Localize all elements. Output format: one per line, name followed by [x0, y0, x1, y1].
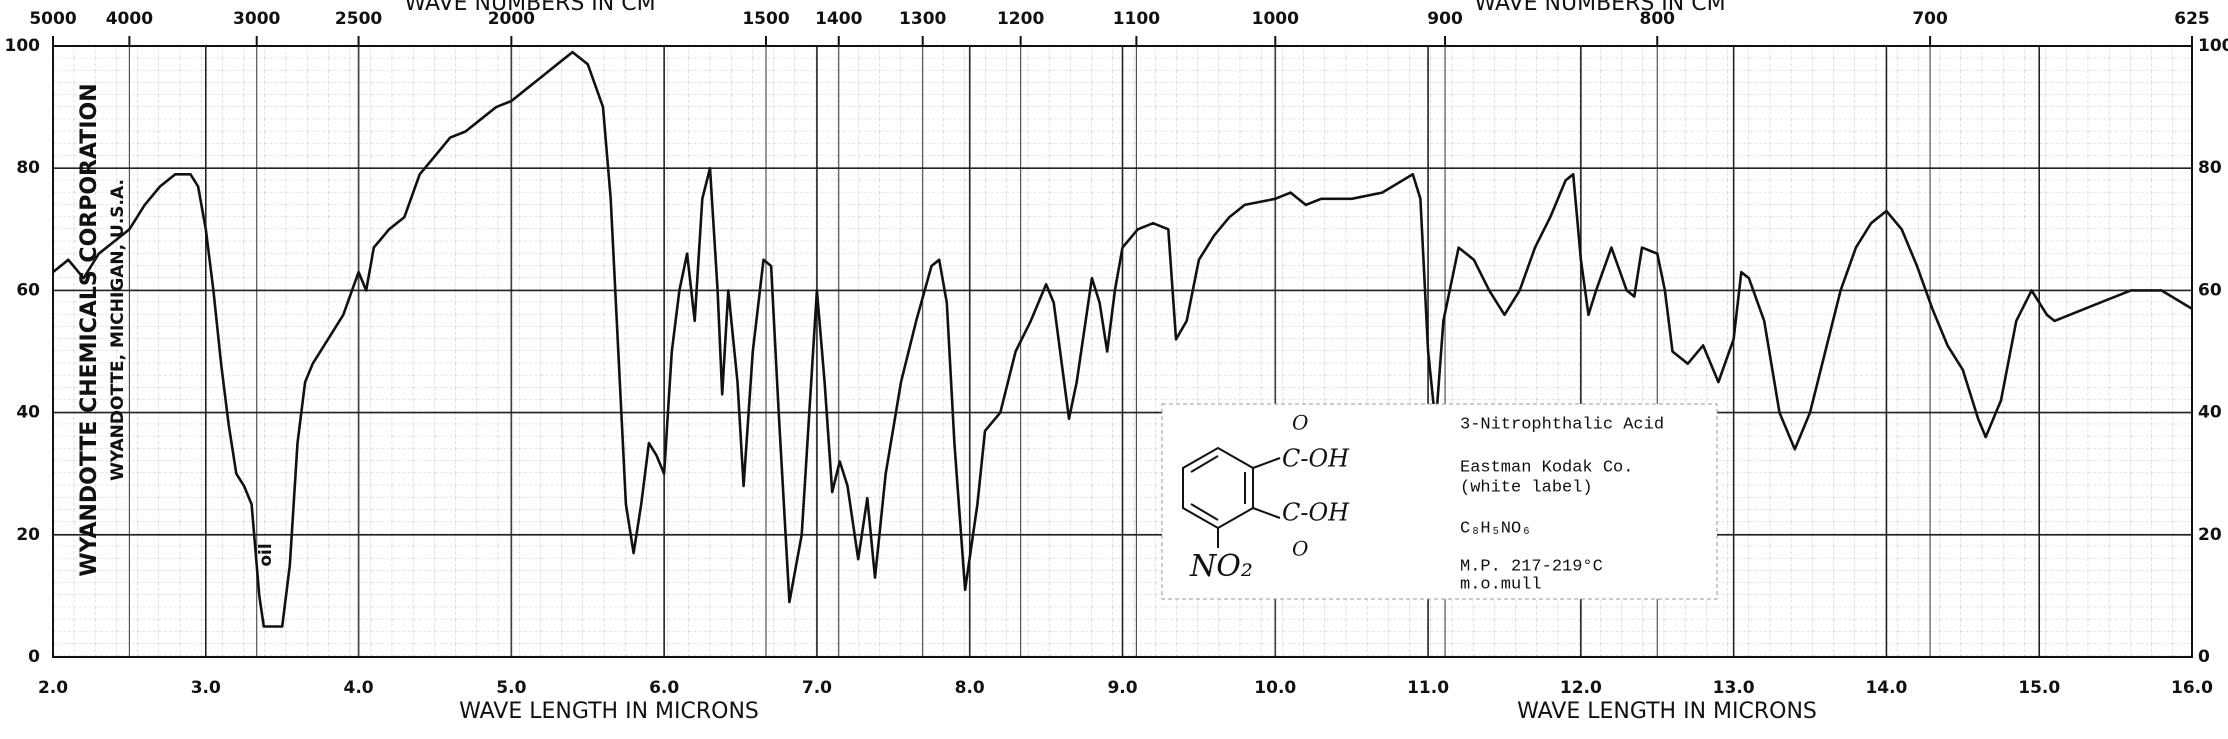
structure-label: NO₂ — [1189, 549, 1253, 584]
y-tick-label: 80 — [16, 158, 40, 178]
x2-tick-label: 1200 — [997, 9, 1044, 29]
x-tick-label: 4.0 — [344, 678, 374, 698]
x-tick-label: 10.0 — [1254, 678, 1296, 698]
y-tick-label-right: 80 — [2198, 158, 2222, 178]
x2-tick-label: 5000 — [29, 9, 76, 29]
x-tick-label: 13.0 — [1713, 678, 1755, 698]
x2-tick-label: 2500 — [335, 9, 382, 29]
y-tick-label: 20 — [16, 525, 40, 545]
x2-tick-label: 1400 — [815, 9, 862, 29]
x-tick-label: 5.0 — [496, 678, 526, 698]
x-tick-label: 8.0 — [955, 678, 985, 698]
y-tick-label-right: 0 — [2198, 647, 2210, 667]
x2-tick-label: 3000 — [233, 9, 280, 29]
spectrum-line — [52, 50, 2193, 628]
sample-mp: M.P. 217-219°C — [1460, 557, 1603, 576]
x2-tick-label: 4000 — [106, 9, 153, 29]
x-tick-label: 16.0 — [2171, 678, 2213, 698]
y-tick-label: 0 — [28, 647, 40, 667]
structure-label: C-OH — [1282, 499, 1350, 527]
x-tick-label: 6.0 — [649, 678, 679, 698]
x2-tick-label: 900 — [1427, 9, 1463, 29]
x-tick-label: 14.0 — [1865, 678, 1907, 698]
bonds — [1190, 455, 1281, 548]
y-tick-label: 60 — [16, 280, 40, 300]
structure-label: C-OH — [1282, 445, 1350, 473]
sample-card: O C-OH C-OH O NO₂ 3-Nitrophthalic Acid E… — [1161, 403, 1718, 600]
top-axis-label: WAVE NUMBERS IN CM — [404, 0, 655, 16]
x2-tick-label: 1500 — [742, 9, 789, 29]
x2-tick-label: 1100 — [1113, 9, 1160, 29]
x-tick-label: 12.0 — [1560, 678, 1602, 698]
x-tick-label: 2.0 — [38, 678, 68, 698]
x-axis-label: WAVE LENGTH IN MICRONS — [459, 699, 759, 724]
y-tick-label: 100 — [5, 36, 41, 56]
x-tick-label: 11.0 — [1407, 678, 1449, 698]
top-axis-label: WAVE NUMBERS IN CM — [1474, 0, 1725, 16]
plot-frame — [52, 45, 2193, 658]
sample-formula: C₈H₅NO₆ — [1460, 519, 1531, 538]
x2-tick-label: 1300 — [899, 9, 946, 29]
y-tick-label-right: 40 — [2198, 403, 2222, 423]
x-tick-label: 3.0 — [191, 678, 221, 698]
y-tick-label-right: 100 — [2198, 36, 2228, 56]
x-axis-label: WAVE LENGTH IN MICRONS — [1517, 699, 1817, 724]
structure-label: O — [1292, 411, 1308, 435]
company-name: WYANDOTTE CHEMICALS CORPORATION — [77, 83, 102, 576]
sample-method: m.o.mull — [1460, 575, 1542, 594]
x2-tick-label: 2000 — [488, 9, 535, 29]
x2-tick-label: 800 — [1640, 9, 1676, 29]
x2-tick-label: 625 — [2174, 9, 2210, 29]
annotation: oil — [256, 543, 276, 566]
sample-name: 3-Nitrophthalic Acid — [1460, 415, 1664, 434]
x-tick-label: 7.0 — [802, 678, 832, 698]
x2-tick-label: 1000 — [1252, 9, 1299, 29]
sample-source: Eastman Kodak Co. — [1460, 458, 1633, 477]
sample-source: (white label) — [1460, 478, 1593, 497]
x2-tick-label: 700 — [1912, 9, 1948, 29]
x-tick-label: 9.0 — [1107, 678, 1137, 698]
y-tick-label: 40 — [16, 403, 40, 423]
marks — [52, 50, 2193, 628]
y-tick-label-right: 60 — [2198, 280, 2222, 300]
y-tick-label-right: 20 — [2198, 525, 2222, 545]
x-tick-label: 15.0 — [2018, 678, 2060, 698]
company-address: WYANDOTTE, MICHIGAN, U.S.A. — [108, 179, 128, 481]
card-bg — [1161, 403, 1718, 600]
structure-label: O — [1292, 537, 1308, 561]
